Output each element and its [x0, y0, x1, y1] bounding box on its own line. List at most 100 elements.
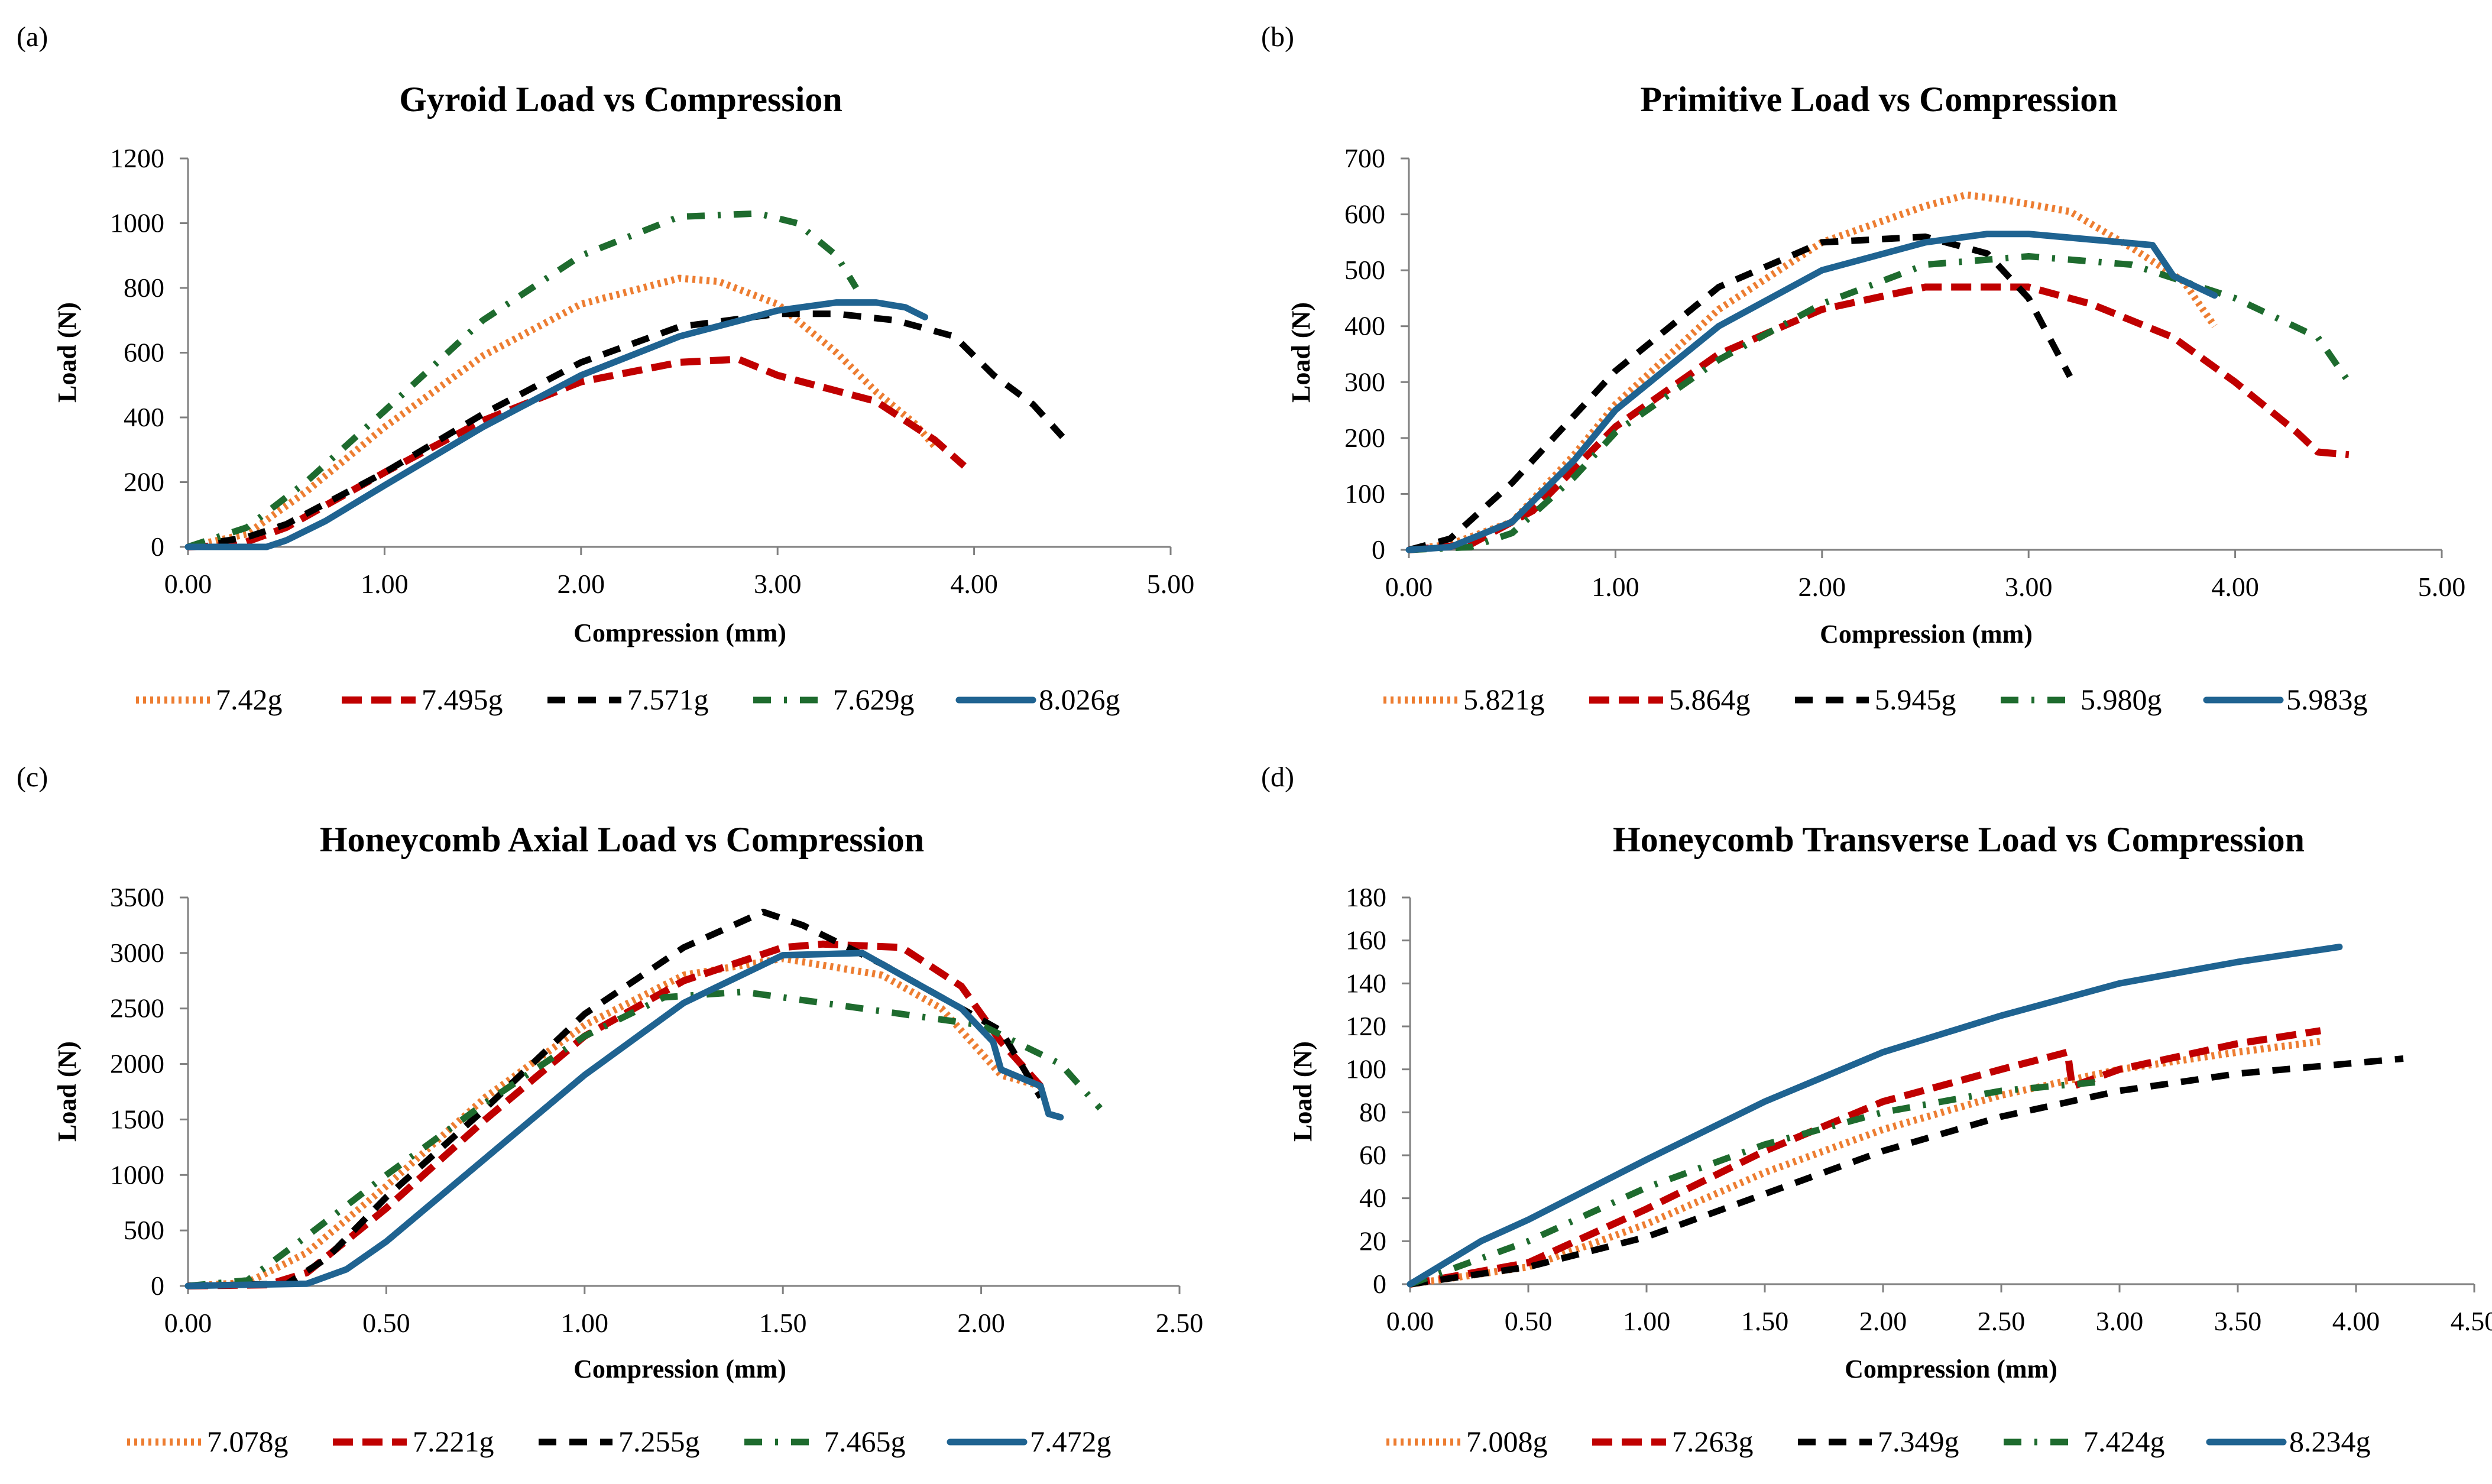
y-tick-label: 40 [1359, 1183, 1386, 1213]
legend-label: 8.234g [2289, 1425, 2371, 1458]
y-tick-label: 2000 [110, 1049, 164, 1079]
legend-label: 7.472g [1030, 1425, 1111, 1458]
panel-label: (a) [17, 21, 48, 53]
series-line-7.472g [184, 950, 1064, 1289]
x-tick-label: 2.00 [558, 569, 605, 599]
legend-label: 5.983g [2286, 683, 2368, 716]
x-tick-label: 5.00 [1147, 569, 1195, 599]
legend-label: 5.864g [1669, 683, 1751, 716]
x-tick-label: 0.00 [1386, 1306, 1434, 1336]
legend-label: 7.629g [833, 683, 915, 716]
y-tick-label: 800 [124, 273, 164, 303]
x-tick-label: 0.50 [362, 1308, 410, 1338]
series-line-8.234g [1407, 944, 2343, 1288]
series-line-5.945g [1408, 233, 2073, 553]
y-tick-label: 0 [1373, 1269, 1386, 1299]
y-axis-label: Load (N) [53, 1041, 82, 1142]
y-tick-label: 1500 [110, 1104, 164, 1134]
x-tick-label: 2.00 [1798, 572, 1846, 602]
series-line-7.42g [187, 274, 938, 550]
y-tick-label: 600 [1344, 199, 1385, 229]
y-tick-label: 100 [1344, 478, 1385, 508]
y-tick-label: 3000 [110, 938, 164, 968]
x-axis-label: Compression (mm) [573, 1355, 786, 1383]
y-axis-label: Load (N) [1286, 302, 1315, 403]
chart-panel-3: (c) Honeycomb Axial Load vs Compression 0 5… [17, 762, 1203, 1458]
y-tick-label: 1200 [110, 143, 164, 173]
series-line-7.349g [1409, 1055, 2404, 1288]
y-tick-label: 0 [151, 532, 164, 562]
y-tick-label: 100 [1346, 1054, 1386, 1084]
series-line-8.026g [184, 299, 928, 550]
chart-title: Gyroid Load vs Compression [399, 80, 842, 119]
x-tick-label: 3.00 [2096, 1306, 2144, 1336]
x-tick-label: 3.00 [2005, 572, 2053, 602]
x-tick-label: 0.50 [1505, 1306, 1553, 1336]
legend-label: 7.255g [618, 1425, 700, 1458]
chart-panel-4: (d) Honeycomb Transverse Load vs Compress… [1261, 762, 2492, 1458]
x-tick-label: 5.00 [2418, 572, 2466, 602]
legend: 7.078g 7.221g 7.255g 7.465g 7.472g [127, 1425, 1111, 1458]
y-tick-label: 160 [1346, 925, 1386, 955]
legend-label: 7.42g [216, 683, 283, 716]
legend-label: 7.078g [207, 1425, 289, 1458]
y-tick-label: 300 [1344, 367, 1385, 397]
y-tick-label: 200 [1344, 423, 1385, 453]
x-tick-label: 0.00 [164, 569, 212, 599]
chart-panel-2: (b) Primitive Load vs Compression 0 100 200 3… [1261, 21, 2465, 716]
y-tick-label: 200 [124, 467, 164, 497]
series-line-5.821g [1408, 191, 2218, 553]
legend: 7.008g 7.263g 7.349g 7.424g 8.234g [1386, 1425, 2371, 1458]
legend: 5.821g 5.864g 5.945g 5.980g 5.983g [1383, 683, 2368, 716]
chart-title: Honeycomb Transverse Load vs Compression [1613, 820, 2305, 859]
y-tick-label: 20 [1359, 1226, 1386, 1256]
y-tick-label: 3500 [110, 882, 164, 912]
x-tick-label: 3.50 [2214, 1306, 2262, 1336]
legend-label: 7.424g [2083, 1425, 2165, 1458]
series-line-7.263g [1409, 1027, 2321, 1288]
x-tick-label: 1.00 [1623, 1306, 1671, 1336]
x-tick-label: 4.00 [950, 569, 998, 599]
series-line-5.864g [1408, 283, 2350, 553]
legend-label: 7.221g [413, 1425, 494, 1458]
x-tick-label: 2.50 [1978, 1306, 2026, 1336]
y-axis-label: Load (N) [53, 302, 82, 403]
x-tick-label: 1.50 [759, 1308, 807, 1338]
chart-title: Primitive Load vs Compression [1640, 80, 2117, 119]
x-tick-label: 2.50 [1156, 1308, 1204, 1338]
series-line-7.008g [1409, 1038, 2321, 1288]
x-tick-label: 4.00 [2332, 1306, 2380, 1336]
panel-label: (d) [1261, 762, 1294, 793]
chart-panel-1: (a) Gyroid Load vs Compression 0 200 400 600 8… [17, 21, 1194, 716]
x-tick-label: 4.00 [2211, 572, 2259, 602]
y-tick-label: 2500 [110, 993, 164, 1023]
series-line-7.221g [187, 940, 1044, 1289]
y-tick-label: 140 [1346, 968, 1386, 998]
legend-label: 5.821g [1463, 683, 1545, 716]
y-axis-label: Load (N) [1288, 1041, 1317, 1142]
x-tick-label: 0.00 [1385, 572, 1433, 602]
x-tick-label: 2.00 [1859, 1306, 1907, 1336]
panel-label: (b) [1261, 21, 1294, 53]
legend-label: 7.008g [1466, 1425, 1548, 1458]
y-tick-label: 120 [1346, 1011, 1386, 1041]
series-line-7.495g [187, 355, 967, 550]
y-tick-label: 400 [1344, 311, 1385, 341]
y-tick-label: 1000 [110, 1159, 164, 1190]
x-tick-label: 1.00 [1592, 572, 1639, 602]
x-axis-label: Compression (mm) [573, 618, 786, 647]
x-tick-label: 1.50 [1741, 1306, 1789, 1336]
legend-label: 7.495g [422, 683, 503, 716]
panel-label: (c) [17, 762, 48, 793]
x-tick-label: 1.00 [561, 1308, 609, 1338]
y-tick-label: 400 [124, 402, 164, 432]
legend-label: 5.945g [1875, 683, 1956, 716]
y-tick-label: 60 [1359, 1140, 1386, 1170]
legend-label: 7.349g [1878, 1425, 1959, 1458]
y-tick-label: 700 [1344, 143, 1385, 173]
legend-label: 5.980g [2081, 683, 2162, 716]
y-tick-label: 500 [1344, 255, 1385, 285]
y-tick-label: 1000 [110, 208, 164, 238]
